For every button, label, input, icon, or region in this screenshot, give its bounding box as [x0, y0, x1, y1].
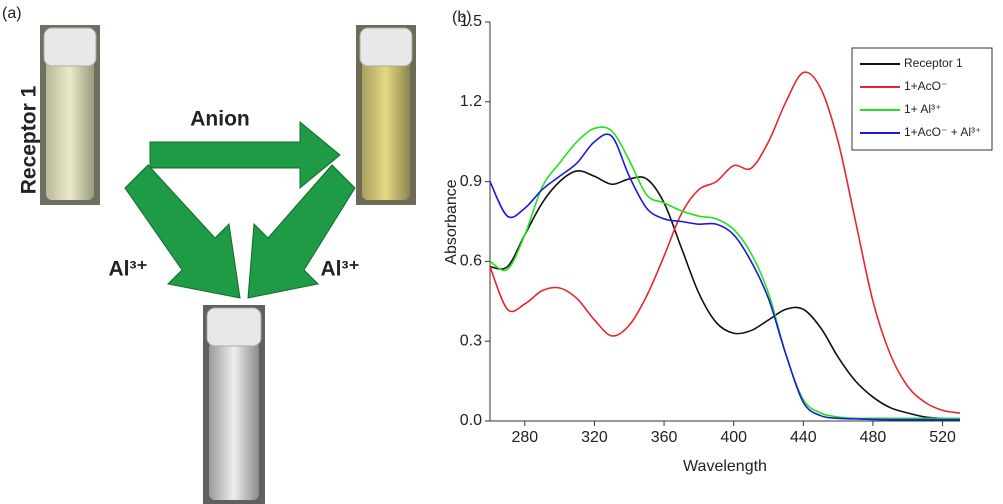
series-line: [489, 133, 960, 421]
x-tick-label: 480: [860, 429, 887, 446]
vial-receptor: [40, 25, 100, 205]
legend-label: Receptor 1: [904, 56, 963, 70]
y-tick-label: 0.0: [460, 412, 482, 429]
series-line: [489, 170, 961, 421]
y-tick-label: 1.5: [460, 13, 482, 30]
x-tick-label: 280: [511, 429, 538, 446]
panel-label: (b): [452, 9, 472, 26]
y-axis-title: Absorbance: [443, 179, 460, 264]
arrow-right: [247, 164, 356, 299]
legend-label: 1+AcO⁻: [904, 79, 947, 93]
vial-anion: [356, 25, 416, 205]
arrow-label: Al³⁺: [108, 258, 147, 281]
legend-label: 1+ Al³⁺: [904, 102, 941, 116]
y-tick-label: 0.3: [460, 332, 482, 349]
arrow-label: Al³⁺: [320, 258, 359, 281]
x-tick-label: 400: [720, 429, 747, 446]
y-tick-label: 0.9: [460, 173, 482, 190]
y-tick-label: 1.2: [460, 93, 482, 110]
arrow-label: Anion: [190, 108, 249, 131]
panel-label: (a): [2, 5, 22, 22]
panel-a: (a) Receptor 1 Anion Al³⁺ Al³⁺: [2, 5, 416, 504]
y-tick-label: 0.6: [460, 253, 482, 270]
x-tick-label: 440: [790, 429, 817, 446]
arrow-left: [124, 164, 241, 299]
series-line: [489, 126, 960, 420]
chart: (b) Wavelength Absorbance 0.0 0.3 0.6 0.9 1.…: [443, 9, 993, 475]
sample-label: Receptor 1: [18, 85, 41, 194]
x-tick-label: 520: [929, 429, 956, 446]
legend-label: 1+AcO⁻ + Al³⁺: [904, 125, 981, 139]
series-line: [489, 71, 961, 414]
x-axis-title: Wavelength: [683, 458, 767, 475]
arrow-anion: [149, 120, 341, 190]
x-tick-label: 320: [581, 429, 608, 446]
x-tick-label: 360: [651, 429, 678, 446]
vial-aluminium: [203, 305, 265, 504]
